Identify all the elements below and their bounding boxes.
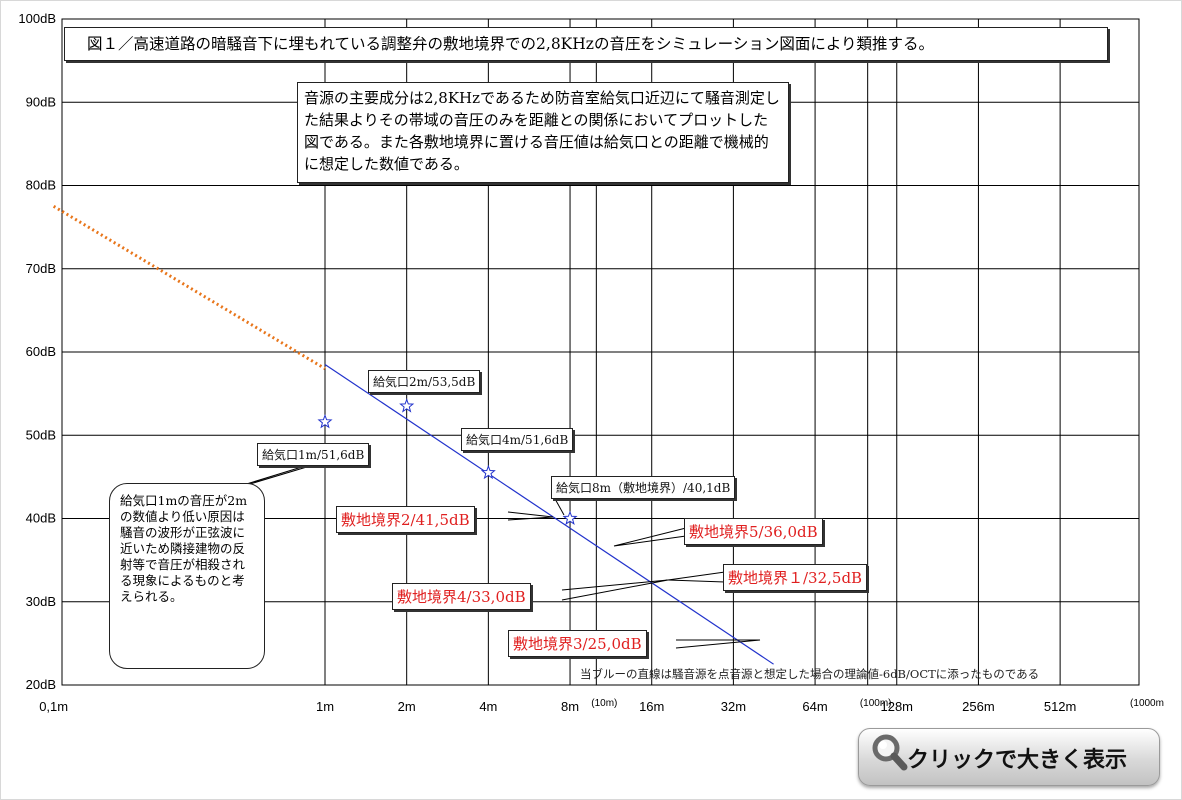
x-tick-label: (100m) — [860, 698, 892, 709]
y-tick-label: 20dB — [26, 677, 56, 692]
x-tick-label: 128m — [880, 699, 913, 714]
leader-line — [507, 511, 554, 521]
leader-line — [675, 639, 761, 649]
leader-line — [553, 496, 565, 516]
measured-point — [317, 413, 333, 429]
measured-point — [399, 398, 415, 413]
x-tick-label: 1m — [316, 699, 334, 714]
boundary-label: 敷地境界2/41,5dB — [336, 506, 475, 533]
magnifier-icon — [872, 734, 908, 771]
plot-border — [61, 18, 1140, 686]
x-tick-label: 8m — [561, 699, 579, 714]
x-tick-label: 64m — [802, 699, 827, 714]
reason-callout: 給気口1mの音圧が2mの数値より低い原因は騒音の波形が正弦波に近いため隣接建物の… — [109, 483, 265, 669]
footnote: 当ブルーの直線は騒音源を点音源と想定した場合の理論値-6dB/OCTに添ったもの… — [580, 667, 1040, 681]
x-tick-label: 256m — [962, 699, 995, 714]
enlarge-button[interactable]: クリックで大きく表示 — [858, 728, 1160, 786]
y-tick-label: 50dB — [26, 427, 56, 442]
boundary-label: 敷地境界3/25,0dB — [508, 630, 647, 657]
x-tick-label: 2m — [398, 699, 416, 714]
leader-lines — [239, 465, 761, 649]
point-label: 給気口8m（敷地境界）/40,1dB — [551, 476, 736, 499]
enlarge-button-label: クリックで大きく表示 — [907, 748, 1128, 773]
leader-line — [667, 571, 726, 583]
boundary-label: 敷地境界4/33,0dB — [392, 583, 531, 610]
x-tick-label: 4m — [479, 699, 497, 714]
explanation-note: 音源の主要成分は2,8KHzであるため防音室給気口近辺にて騒音測定した結果よりそ… — [297, 82, 789, 183]
measured-points — [317, 398, 578, 525]
axis-ticks: 20dB 30dB 40dB 50dB 60dB 70dB 80dB 90dB 100dB 0,1… — [18, 11, 1164, 714]
chart-title: 図１／高速道路の暗騒音下に埋もれている調整弁の敷地境界での2,8KHzの音圧をシ… — [64, 27, 1108, 61]
theory-segment — [324, 363, 774, 665]
extrapolation-line — [52, 205, 326, 370]
point-label: 給気口2m/53,5dB — [368, 370, 481, 393]
y-tick-label: 30dB — [26, 594, 56, 609]
x-tick-label: (1000m — [1130, 698, 1164, 709]
y-tick-label: 80dB — [26, 178, 56, 193]
theory-line — [324, 363, 774, 665]
y-tick-label: 40dB — [26, 511, 56, 526]
extrapolation-segment — [52, 205, 326, 370]
measured-point — [562, 510, 578, 525]
y-tick-label: 90dB — [26, 94, 56, 109]
point-label: 給気口1m/51,6dB — [257, 443, 370, 466]
boundary-label: 敷地境界5/36,0dB — [684, 518, 823, 545]
boundary-label: 敷地境界１/32,5dB — [723, 564, 868, 591]
x-tick-label: (10m) — [591, 698, 617, 709]
y-tick-label: 70dB — [26, 261, 56, 276]
x-tick-label: 16m — [639, 699, 664, 714]
y-tick-label: 100dB — [18, 11, 56, 26]
point-label: 給気口4m/51,6dB — [461, 428, 574, 451]
leader-line — [613, 527, 687, 547]
y-tick-label: 60dB — [26, 344, 56, 359]
x-tick-label: 32m — [721, 699, 746, 714]
leader-line — [561, 579, 669, 601]
x-tick-label: 0,1m — [39, 699, 68, 714]
measured-point — [480, 464, 496, 480]
x-tick-label: 512m — [1044, 699, 1077, 714]
